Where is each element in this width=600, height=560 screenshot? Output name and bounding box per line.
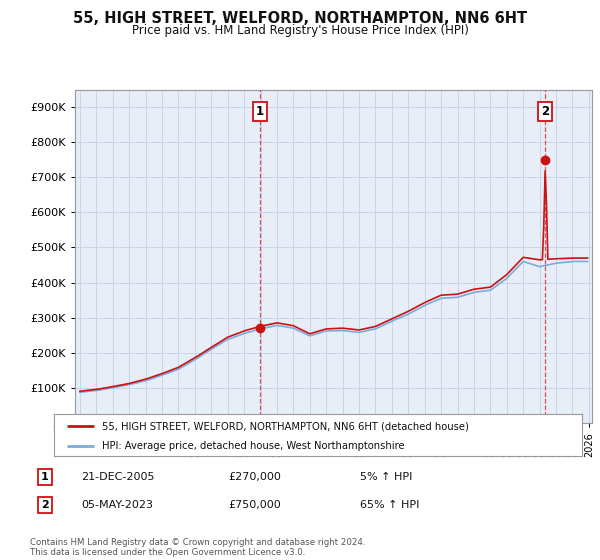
Text: 1: 1 xyxy=(256,105,264,118)
Text: £750,000: £750,000 xyxy=(228,500,281,510)
Text: 1: 1 xyxy=(41,472,49,482)
Text: 05-MAY-2023: 05-MAY-2023 xyxy=(81,500,153,510)
Text: 65% ↑ HPI: 65% ↑ HPI xyxy=(360,500,419,510)
Text: 21-DEC-2005: 21-DEC-2005 xyxy=(81,472,155,482)
Text: 2: 2 xyxy=(541,105,550,118)
Text: 5% ↑ HPI: 5% ↑ HPI xyxy=(360,472,412,482)
Text: 2: 2 xyxy=(41,500,49,510)
Text: 55, HIGH STREET, WELFORD, NORTHAMPTON, NN6 6HT: 55, HIGH STREET, WELFORD, NORTHAMPTON, N… xyxy=(73,11,527,26)
Text: HPI: Average price, detached house, West Northamptonshire: HPI: Average price, detached house, West… xyxy=(101,441,404,451)
Text: £270,000: £270,000 xyxy=(228,472,281,482)
Text: Contains HM Land Registry data © Crown copyright and database right 2024.
This d: Contains HM Land Registry data © Crown c… xyxy=(30,538,365,557)
Text: Price paid vs. HM Land Registry's House Price Index (HPI): Price paid vs. HM Land Registry's House … xyxy=(131,24,469,36)
Text: 55, HIGH STREET, WELFORD, NORTHAMPTON, NN6 6HT (detached house): 55, HIGH STREET, WELFORD, NORTHAMPTON, N… xyxy=(101,421,469,431)
